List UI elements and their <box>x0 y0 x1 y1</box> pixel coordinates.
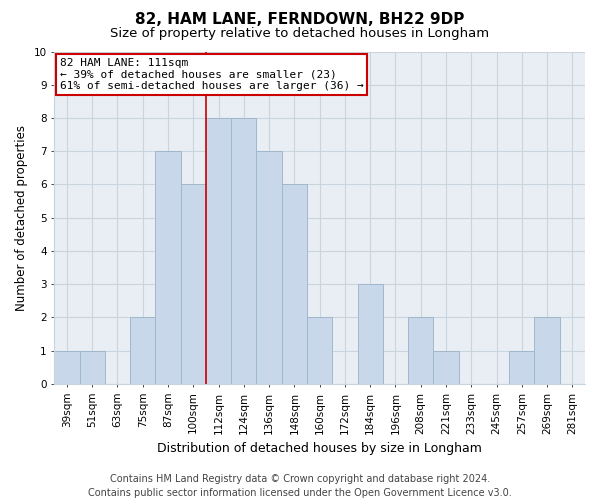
Bar <box>206 118 231 384</box>
Bar <box>509 350 535 384</box>
Text: 82, HAM LANE, FERNDOWN, BH22 9DP: 82, HAM LANE, FERNDOWN, BH22 9DP <box>136 12 464 28</box>
Bar <box>130 318 155 384</box>
Bar <box>256 151 282 384</box>
Bar <box>358 284 383 384</box>
Text: Contains HM Land Registry data © Crown copyright and database right 2024.
Contai: Contains HM Land Registry data © Crown c… <box>88 474 512 498</box>
Bar <box>181 184 206 384</box>
Bar <box>231 118 256 384</box>
Bar <box>155 151 181 384</box>
Bar <box>535 318 560 384</box>
Bar <box>433 350 458 384</box>
Text: Size of property relative to detached houses in Longham: Size of property relative to detached ho… <box>110 28 490 40</box>
Y-axis label: Number of detached properties: Number of detached properties <box>15 124 28 310</box>
X-axis label: Distribution of detached houses by size in Longham: Distribution of detached houses by size … <box>157 442 482 455</box>
Bar <box>307 318 332 384</box>
Bar <box>282 184 307 384</box>
Text: 82 HAM LANE: 111sqm
← 39% of detached houses are smaller (23)
61% of semi-detach: 82 HAM LANE: 111sqm ← 39% of detached ho… <box>59 58 364 92</box>
Bar <box>80 350 105 384</box>
Bar <box>408 318 433 384</box>
Bar <box>55 350 80 384</box>
